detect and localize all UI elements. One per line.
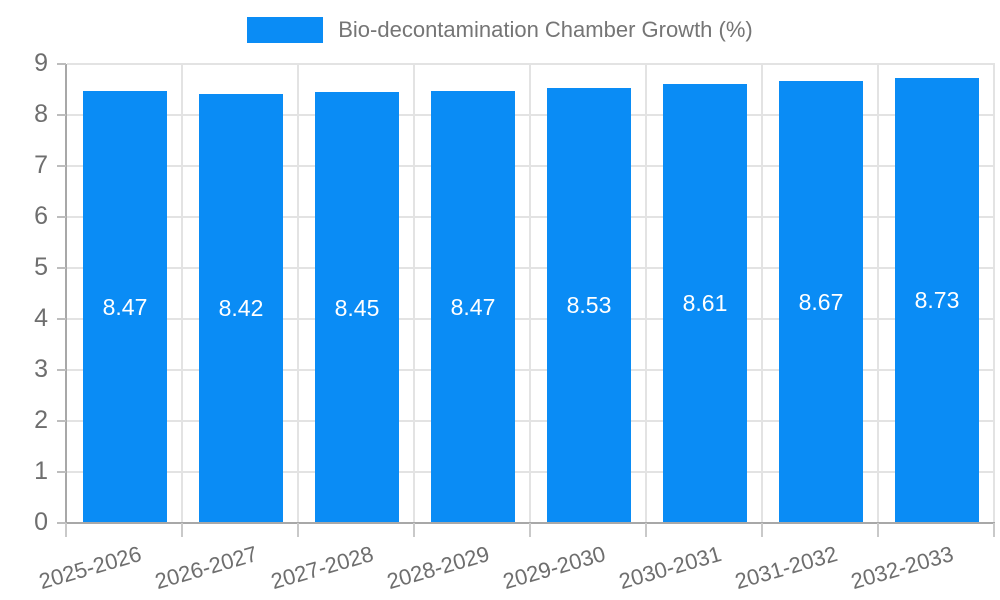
y-tick	[57, 522, 66, 524]
bar-value-label: 8.53	[566, 292, 612, 319]
y-tick-label: 3	[34, 355, 48, 383]
x-tick-label: 2027-2028	[267, 541, 376, 595]
y-tick-label: 7	[34, 151, 48, 179]
y-tick-label: 0	[34, 508, 48, 536]
y-tick-label: 5	[34, 253, 48, 281]
v-gridline	[761, 64, 763, 523]
bar-2025-2026	[83, 91, 167, 523]
x-tick	[761, 523, 763, 537]
v-gridline	[993, 64, 995, 523]
x-tick-label: 2030-2031	[615, 541, 724, 595]
y-tick	[57, 63, 66, 65]
y-tick	[57, 114, 66, 116]
bar-value-label: 8.47	[102, 294, 148, 320]
y-tick-label: 4	[34, 304, 48, 332]
h-gridline	[67, 267, 995, 269]
h-gridline	[67, 216, 995, 218]
x-tick	[993, 523, 995, 537]
v-gridline	[413, 64, 415, 523]
y-tick	[57, 216, 66, 218]
bar-2029-2030	[547, 87, 631, 523]
legend[interactable]: Bio-decontamination Chamber Growth (%)	[0, 17, 1000, 43]
bar-2030-2031	[663, 83, 747, 523]
y-tick-label: 6	[34, 202, 48, 230]
x-tick-label: 2032-2033	[847, 541, 956, 595]
legend-swatch-icon	[247, 17, 324, 43]
bar-value-label: 8.47	[450, 294, 496, 320]
plot-area: 8.47 8.42 8.45 8.47 8.53 8.61 8.67 8.73	[67, 63, 995, 523]
x-tick	[529, 523, 531, 537]
v-gridline	[645, 64, 647, 523]
h-gridline	[67, 471, 995, 473]
x-tick	[65, 523, 67, 537]
x-tick	[297, 523, 299, 537]
y-tick	[57, 165, 66, 167]
y-tick	[57, 471, 66, 473]
x-tick	[413, 523, 415, 537]
y-tick-label: 9	[34, 49, 48, 77]
y-tick	[57, 420, 66, 422]
v-gridline	[181, 64, 183, 523]
x-tick	[181, 523, 183, 537]
y-tick-label: 1	[34, 457, 48, 485]
x-tick	[877, 523, 879, 537]
h-gridline	[67, 318, 995, 320]
y-tick	[57, 267, 66, 269]
h-gridline	[67, 114, 995, 116]
h-gridline	[67, 63, 995, 65]
legend-label: Bio-decontamination Chamber Growth (%)	[338, 17, 753, 42]
bar-2028-2029	[431, 91, 515, 523]
x-tick	[645, 523, 647, 537]
y-tick-label: 2	[34, 406, 48, 434]
bar-value-label: 8.73	[914, 287, 960, 314]
x-tick-label: 2028-2029	[383, 541, 492, 595]
h-gridline	[67, 420, 995, 422]
h-gridline	[67, 369, 995, 371]
x-tick-label: 2029-2030	[499, 541, 608, 595]
h-gridline	[67, 165, 995, 167]
v-gridline	[877, 64, 879, 523]
v-gridline	[529, 64, 531, 523]
bar-2027-2028	[315, 92, 399, 523]
bar-value-label: 8.42	[218, 295, 264, 322]
bar-value-label: 8.67	[798, 288, 844, 315]
x-tick-label: 2031-2032	[731, 541, 840, 595]
bar-value-label: 8.61	[682, 290, 728, 317]
v-gridline	[297, 64, 299, 523]
y-tick	[57, 318, 66, 320]
bar-value-label: 8.45	[334, 294, 380, 321]
x-tick-label: 2026-2027	[151, 541, 260, 595]
bar-2031-2032	[779, 80, 863, 523]
bar-2026-2027	[199, 93, 283, 523]
y-tick	[57, 369, 66, 371]
y-tick-label: 8	[34, 100, 48, 128]
bar-2032-2033	[895, 77, 979, 523]
y-axis-line	[65, 64, 67, 525]
x-tick-label: 2025-2026	[35, 541, 144, 595]
